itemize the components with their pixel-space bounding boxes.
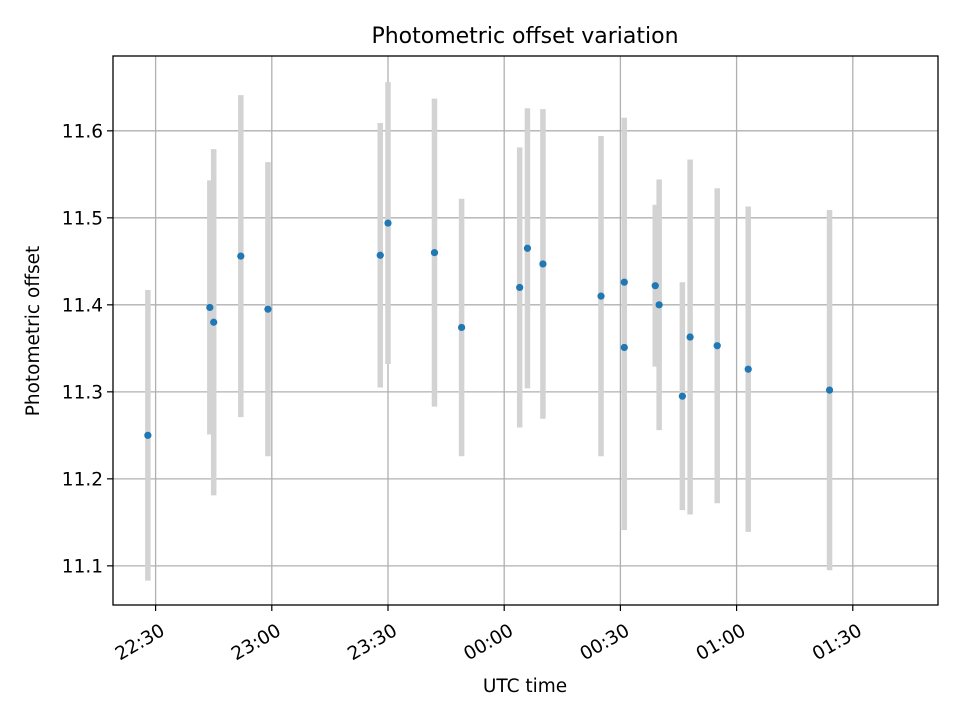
data-point: [516, 283, 524, 292]
y-tick-label: 11.2: [62, 469, 103, 490]
data-point: [651, 282, 659, 290]
data-point: [620, 278, 628, 286]
data-point: [457, 323, 466, 332]
data-point: [539, 260, 547, 268]
y-axis-label: Photometric offset: [23, 246, 44, 417]
data-point: [264, 305, 272, 313]
data-point: [620, 343, 628, 352]
x-axis-label: UTC time: [483, 676, 567, 697]
data-point: [597, 292, 605, 300]
y-axis: 11.1 11.2 11.3 11.4 11.5 11.6: [62, 121, 113, 577]
data-point: [210, 318, 218, 326]
y-tick-label: 11.5: [62, 208, 103, 229]
chart-title: Photometric offset variation: [371, 24, 678, 49]
data-points: [144, 219, 834, 439]
data-point: [237, 252, 245, 260]
data-point: [376, 251, 384, 259]
plot-frame: [112, 55, 939, 606]
data-point: [384, 219, 392, 227]
data-point: [144, 431, 152, 439]
data-point: [655, 301, 663, 309]
data-point: [430, 249, 439, 257]
data-point: [713, 342, 721, 350]
data-point: [825, 386, 834, 394]
y-tick-label: 11.4: [62, 295, 103, 316]
data-point: [206, 303, 214, 312]
y-tick-label: 11.3: [62, 382, 103, 403]
y-tick-label: 11.6: [62, 121, 103, 142]
data-point: [686, 333, 694, 341]
data-point: [744, 365, 752, 373]
y-tick-label: 11.1: [62, 556, 103, 577]
data-point: [523, 244, 532, 252]
data-point: [678, 392, 686, 400]
